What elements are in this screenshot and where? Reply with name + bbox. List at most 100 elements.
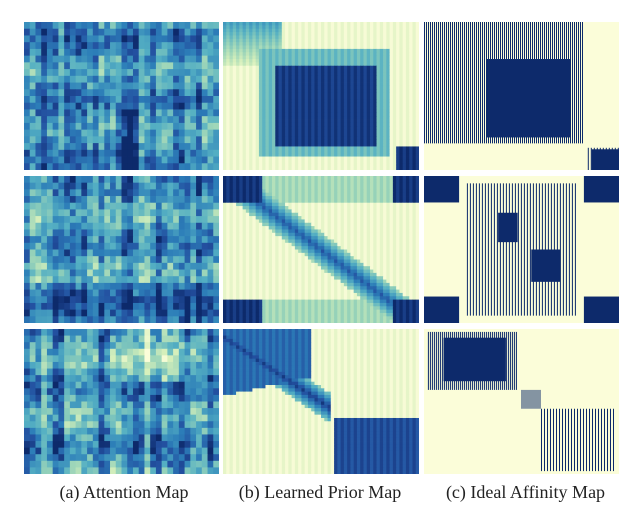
heatmap-cell — [190, 109, 197, 117]
heatmap-cell — [229, 146, 234, 151]
heatmap-cell — [405, 28, 410, 33]
heatmap-cell — [396, 112, 400, 117]
heatmap-cell — [415, 206, 419, 210]
heatmap-cell — [281, 119, 286, 124]
heatmap-cell — [255, 38, 260, 43]
heatmap-cell — [317, 89, 322, 94]
heatmap-cell — [115, 143, 122, 151]
heatmap-cell — [304, 106, 309, 110]
heatmap-cell — [360, 72, 364, 77]
heatmap-cell — [337, 156, 341, 161]
heatmap-cell — [229, 38, 234, 43]
heatmap-cell — [29, 22, 36, 30]
heatmap-cell — [330, 38, 335, 43]
heatmap-cell — [155, 202, 163, 210]
heatmap-cell — [298, 146, 302, 151]
heatmap-cell — [340, 82, 345, 87]
heatmap-cell — [29, 276, 36, 284]
heatmap-cell — [239, 69, 243, 73]
heatmap-cell — [356, 72, 361, 77]
heatmap-cell — [150, 149, 157, 157]
heatmap-cell — [337, 186, 341, 190]
heatmap-cell — [242, 48, 247, 53]
heatmap-cell — [35, 28, 42, 36]
heatmap-cell — [268, 179, 273, 184]
heatmap-cell — [402, 212, 407, 217]
heatmap-cell — [226, 133, 230, 137]
heatmap-cell — [232, 38, 237, 43]
heatmap-cell — [268, 79, 273, 83]
heatmap-cell — [353, 45, 358, 50]
heatmap-cell — [232, 159, 237, 164]
heatmap-cell — [110, 35, 117, 43]
heatmap-cell — [399, 45, 404, 50]
heatmap-cell — [262, 79, 266, 83]
heatmap-cell — [281, 75, 286, 80]
heatmap-cell — [350, 179, 355, 184]
heatmap-cell — [363, 85, 368, 90]
heatmap-cell — [223, 159, 227, 164]
heatmap-cell — [324, 122, 328, 127]
heatmap-cell — [110, 249, 117, 257]
heatmap-cell — [161, 42, 168, 50]
heatmap-cell — [278, 35, 283, 40]
heatmap-cell — [236, 75, 240, 80]
heatmap-cell — [360, 38, 364, 43]
heatmap-cell — [356, 119, 361, 124]
heatmap-cell — [314, 156, 319, 161]
heatmap-cell — [258, 159, 263, 164]
heatmap-cell — [155, 136, 163, 144]
heatmap-cell — [347, 106, 351, 110]
heatmap-cell — [81, 149, 88, 157]
heatmap-cell — [69, 216, 77, 224]
heatmap-cell — [173, 48, 180, 57]
heatmap-cell — [304, 35, 309, 40]
heatmap-cell — [383, 28, 387, 33]
heatmap-cell — [249, 42, 253, 46]
heatmap-cell — [340, 25, 345, 30]
heatmap-cell — [307, 62, 312, 67]
heatmap-cell — [324, 192, 328, 197]
heatmap-cell — [29, 116, 36, 124]
heatmap-cell — [236, 79, 240, 83]
heatmap-cell — [144, 129, 151, 137]
heatmap-cell — [239, 186, 243, 190]
heatmap-cell — [150, 182, 157, 190]
heatmap-cell — [396, 38, 400, 43]
heatmap-cell — [356, 45, 361, 50]
heatmap-cell — [370, 62, 374, 67]
heatmap-cell — [272, 129, 276, 134]
heatmap-cell — [138, 296, 145, 304]
heatmap-cell — [24, 296, 31, 304]
heatmap-cell — [317, 199, 322, 204]
heatmap-cell — [69, 48, 77, 57]
heatmap-cell — [386, 22, 390, 26]
heatmap-cell — [207, 48, 214, 57]
heatmap-cell — [281, 96, 286, 100]
affinity-stripe — [570, 22, 571, 144]
heatmap-cell — [268, 206, 273, 210]
heatmap-cell — [92, 116, 99, 124]
heatmap-cell — [155, 316, 163, 323]
heatmap-cell — [399, 163, 404, 168]
heatmap-cell — [334, 122, 338, 127]
heatmap-cell — [343, 99, 348, 104]
heatmap-cell — [87, 48, 94, 57]
heatmap-cell — [330, 139, 335, 144]
heatmap-cell — [347, 136, 351, 141]
heatmap-cell — [265, 146, 270, 151]
heatmap-cell — [399, 102, 404, 107]
heatmap-cell — [121, 176, 128, 184]
heatmap-cell — [201, 28, 208, 36]
heatmap-cell — [229, 62, 234, 67]
heatmap-cell — [275, 196, 279, 200]
heatmap-cell — [275, 52, 279, 57]
heatmap-cell — [46, 22, 54, 30]
heatmap-cell — [327, 133, 332, 137]
heatmap-cell — [396, 99, 400, 104]
heatmap-cell — [52, 116, 59, 124]
heatmap-cell — [115, 289, 122, 297]
heatmap-cell — [41, 189, 48, 197]
heatmap-cell — [110, 242, 117, 250]
heatmap-cell — [24, 102, 31, 110]
